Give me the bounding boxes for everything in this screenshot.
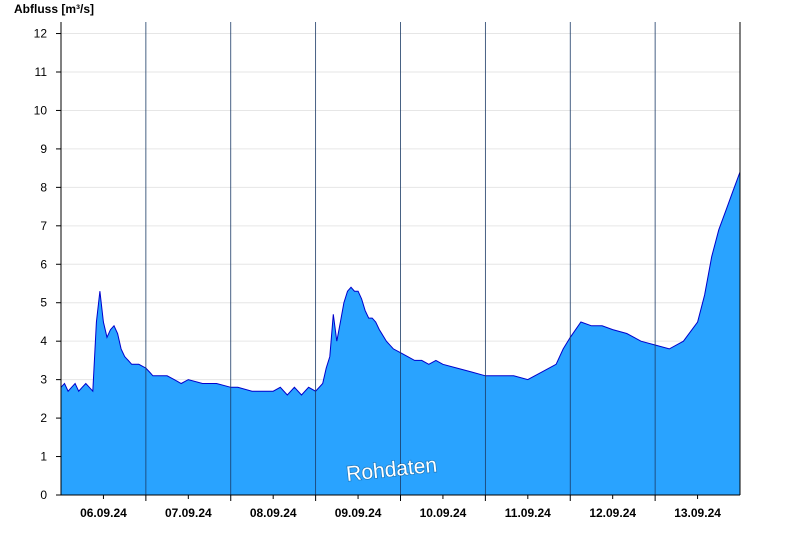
y-tick-label: 11: [35, 65, 48, 79]
x-tick-label: 08.09.24: [250, 506, 297, 520]
x-tick-label: 06.09.24: [80, 506, 127, 520]
discharge-line: [60, 171, 741, 396]
y-tick-label: 12: [34, 27, 48, 41]
y-tick-label: 10: [34, 103, 48, 117]
y-tick-label: 7: [40, 219, 47, 233]
y-tick-label: 5: [40, 296, 47, 310]
x-ticks: 06.09.24 07.09.24 08.09.24 09.09.24 10.09.24…: [80, 495, 721, 520]
y-tick-label: 8: [40, 180, 47, 194]
y-tick-label: 3: [40, 373, 47, 387]
x-tick-label: 10.09.24: [420, 506, 467, 520]
x-tick-label: 13.09.24: [674, 506, 721, 520]
y-tick-label: 6: [40, 257, 47, 271]
x-tick-label: 09.09.24: [335, 506, 382, 520]
y-axis-label: Abfluss [m³/s]: [14, 2, 94, 16]
x-tick-label: 07.09.24: [165, 506, 212, 520]
y-tick-label: 9: [40, 142, 47, 156]
x-tick-label: 12.09.24: [589, 506, 636, 520]
y-tick-label: 0: [40, 488, 47, 502]
x-tick-label: 11.09.24: [505, 506, 551, 520]
day-boundaries: [145, 22, 656, 495]
y-tick-label: 4: [40, 334, 47, 348]
y-tick-label: 1: [40, 450, 47, 464]
y-tick-label: 2: [40, 411, 47, 425]
